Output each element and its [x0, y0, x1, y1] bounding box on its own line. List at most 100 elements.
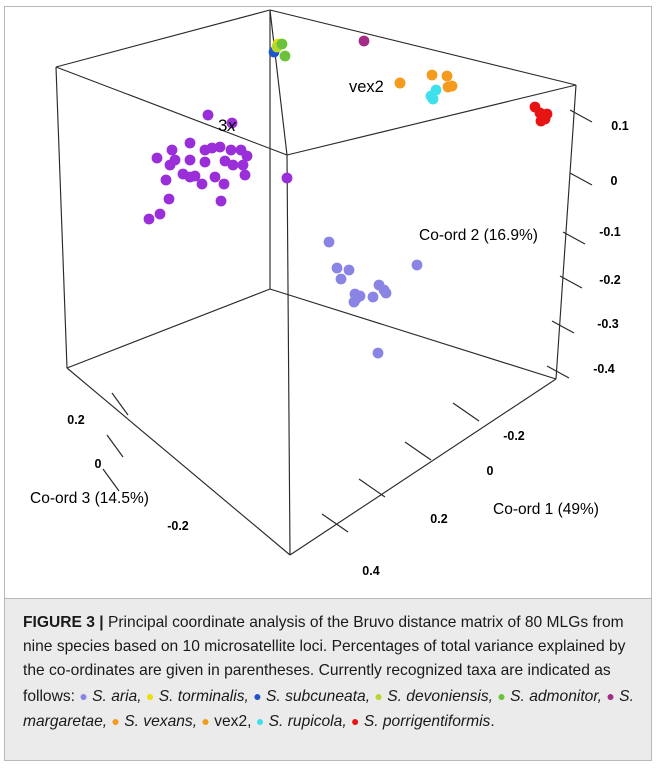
legend-taxon: S. subcuneata, [266, 687, 371, 705]
point-3x [219, 155, 231, 167]
box-edge [286, 84, 577, 156]
z-tick-label: 0.2 [67, 413, 84, 427]
x-tick [358, 478, 386, 498]
legend-dot-icon: ● [79, 687, 88, 704]
point-3x [189, 170, 201, 182]
z-axis-label: Co-ord 3 (14.5%) [30, 490, 149, 507]
x-tick [321, 513, 349, 533]
legend-dot-icon: ● [351, 712, 360, 729]
point-3x [226, 117, 238, 129]
z-tick [106, 434, 124, 458]
point-aria [335, 273, 347, 285]
y-tick-label: -0.4 [593, 362, 615, 376]
legend-entry: ● S. torminalis, [146, 688, 249, 705]
labels: 3x vex2 Co-ord 2 (16.9%) Co-ord 3 (14.5%… [30, 78, 599, 518]
legend-dot-icon: ● [606, 687, 615, 704]
legend-taxon: S. admonitor, [510, 687, 603, 705]
box-edge [66, 288, 271, 369]
point-admonitor [276, 38, 288, 50]
point-3x [281, 172, 293, 184]
y-tick [569, 109, 593, 123]
y-tick-label: 0.1 [611, 119, 628, 133]
legend-dot-icon: ● [255, 712, 265, 729]
box-edge [55, 9, 271, 68]
point-3x [151, 152, 163, 164]
box-edge [555, 84, 577, 380]
legend-taxon: S. rupicola, [268, 712, 347, 730]
legend-entry: ● S. devoniensis, [374, 688, 493, 705]
caption-legend: ● S. aria, ● S. torminalis, ● S. subcune… [23, 688, 634, 730]
point-aria [411, 259, 423, 271]
legend-taxon: S. aria, [92, 687, 142, 705]
point-aria [323, 236, 335, 248]
point-rupicola [427, 93, 439, 105]
x-tick [452, 402, 480, 422]
x-axis-label: Co-ord 1 (49%) [493, 501, 599, 518]
caption-text: FIGURE 3 | Principal coordinate analysis… [23, 611, 641, 734]
axis-ticks: 0.1 0 -0.1 -0.2 -0.3 -0.4 0.2 0 -0.2 -0.2 0 0.2 0.4 [67, 109, 629, 578]
point-aria [331, 262, 343, 274]
point-3x [196, 178, 208, 190]
legend-taxon: S. margaretae, [23, 687, 634, 730]
y-tick [559, 275, 583, 289]
box-edge [269, 9, 288, 156]
box-edge [55, 66, 288, 156]
point-vexans [441, 70, 453, 82]
legend-dot-icon: ● [497, 687, 506, 704]
point-3x [239, 169, 251, 181]
legend-entry: ● S. admonitor, [497, 688, 602, 705]
point-3x [154, 208, 166, 220]
point-vexans [446, 80, 458, 92]
point-aria [348, 296, 360, 308]
y-tick-label: 0 [611, 174, 618, 188]
box-edge [289, 378, 557, 556]
caption-body: Principal coordinate analysis of the Bru… [23, 614, 626, 705]
point-3x [241, 150, 253, 162]
legend-taxon: S. devoniensis, [387, 687, 493, 705]
point-vex2 [394, 77, 406, 89]
point-porrigentiformis [539, 111, 551, 123]
point-rupicola [430, 84, 442, 96]
z-tick [102, 468, 120, 492]
caption-end: . [490, 712, 495, 730]
legend-entry: ● S. vexans, [111, 713, 197, 730]
point-3x [160, 174, 172, 186]
legend-taxon: vex2, [214, 712, 252, 730]
annotation-3x: 3x [218, 116, 236, 135]
y-tick-label: -0.1 [599, 225, 621, 239]
x-tick-label: 0 [487, 464, 494, 478]
point-3x [202, 109, 214, 121]
point-3x [206, 142, 218, 154]
point-margaretae [358, 35, 370, 47]
figure-label: FIGURE 3 | [23, 614, 104, 631]
annotation-vex2: vex2 [349, 78, 384, 96]
box-edge [55, 66, 68, 369]
legend-entry: ● S. porrigentiformis [351, 713, 490, 730]
point-3x [215, 195, 227, 207]
x-tick [404, 441, 432, 461]
point-3x [143, 213, 155, 225]
point-aria [367, 291, 379, 303]
legend-dot-icon: ● [253, 687, 262, 704]
z-tick-label: 0 [95, 457, 102, 471]
point-3x [209, 171, 221, 183]
z-tick-label: -0.2 [167, 519, 189, 533]
point-admonitor [279, 50, 291, 62]
legend-entry: ● vex2, [201, 713, 251, 730]
point-3x [199, 156, 211, 168]
point-3x [184, 154, 196, 166]
point-vexans [426, 69, 438, 81]
legend-taxon: S. vexans, [124, 712, 198, 730]
y-tick [569, 172, 593, 186]
y-tick [562, 231, 586, 245]
x-tick-label: 0.2 [430, 512, 447, 526]
legend-taxon: S. torminalis, [158, 687, 249, 705]
data-points [143, 35, 553, 359]
z-tick [111, 392, 129, 416]
box-edge [66, 367, 291, 556]
x-tick-label: 0.4 [362, 564, 379, 578]
point-3x [218, 178, 230, 190]
legend-entry: ● S. subcuneata, [253, 688, 370, 705]
figure-caption: FIGURE 3 | Principal coordinate analysis… [4, 598, 652, 761]
